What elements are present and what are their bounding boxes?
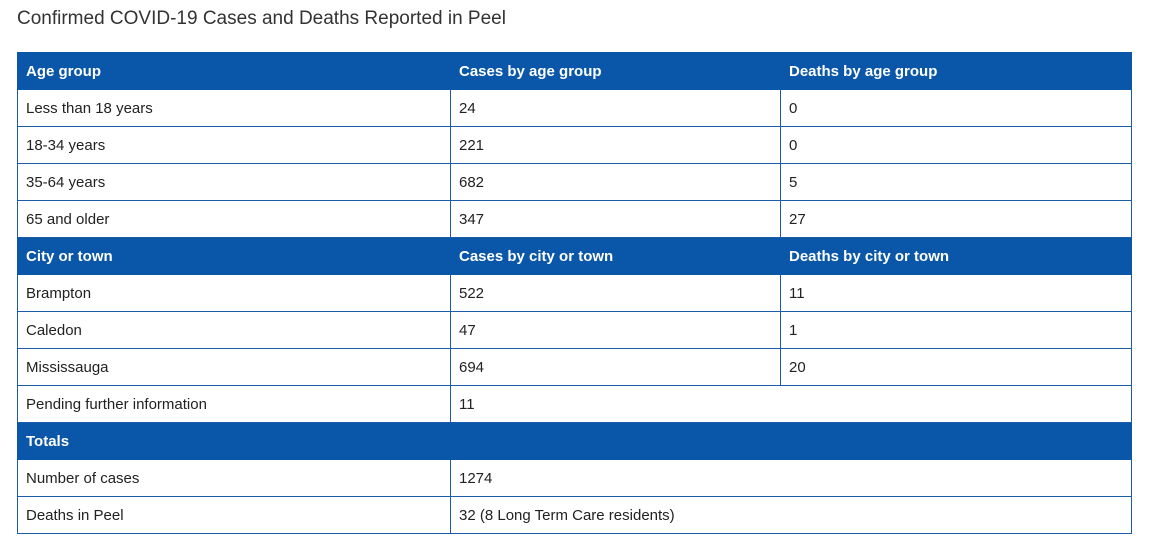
deaths-by-city-header: Deaths by city or town xyxy=(780,237,1132,275)
cases-cell: 694 xyxy=(450,348,781,386)
table-row: 65 and older 347 27 xyxy=(17,200,1132,238)
city-header: City or town xyxy=(17,237,451,275)
city-cell: Caledon xyxy=(17,311,451,349)
cases-cell: 24 xyxy=(450,89,781,127)
age-group-cell: 18-34 years xyxy=(17,126,451,164)
cases-cell: 347 xyxy=(450,200,781,238)
deaths-cell: 5 xyxy=(780,163,1132,201)
city-cell: Mississauga xyxy=(17,348,451,386)
covid-cases-table: Age group Cases by age group Deaths by a… xyxy=(17,52,1132,534)
totals-header-row: Totals xyxy=(17,422,1132,460)
pending-label-cell: Pending further information xyxy=(17,385,451,423)
cases-cell: 522 xyxy=(450,274,781,312)
deaths-cell: 20 xyxy=(780,348,1132,386)
totals-label-cell: Number of cases xyxy=(17,459,451,497)
city-cell: Brampton xyxy=(17,274,451,312)
pending-row: Pending further information 11 xyxy=(17,385,1132,423)
table-row: Caledon 47 1 xyxy=(17,311,1132,349)
totals-label-cell: Deaths in Peel xyxy=(17,496,451,534)
deaths-cell: 27 xyxy=(780,200,1132,238)
age-group-cell: 65 and older xyxy=(17,200,451,238)
deaths-cell: 0 xyxy=(780,126,1132,164)
deaths-by-age-header: Deaths by age group xyxy=(780,52,1132,90)
table-row: 18-34 years 221 0 xyxy=(17,126,1132,164)
totals-value-cell: 1274 xyxy=(450,459,1132,497)
age-group-header-row: Age group Cases by age group Deaths by a… xyxy=(17,52,1132,90)
table-row: Brampton 522 11 xyxy=(17,274,1132,312)
age-group-cell: Less than 18 years xyxy=(17,89,451,127)
pending-value-cell: 11 xyxy=(450,385,1132,423)
deaths-cell: 11 xyxy=(780,274,1132,312)
table-row: Number of cases 1274 xyxy=(17,459,1132,497)
table-row: Mississauga 694 20 xyxy=(17,348,1132,386)
cases-cell: 221 xyxy=(450,126,781,164)
totals-header: Totals xyxy=(17,422,1132,460)
table-row: 35-64 years 682 5 xyxy=(17,163,1132,201)
city-header-row: City or town Cases by city or town Death… xyxy=(17,237,1132,275)
cases-cell: 47 xyxy=(450,311,781,349)
age-group-cell: 35-64 years xyxy=(17,163,451,201)
table-row: Deaths in Peel 32 (8 Long Term Care resi… xyxy=(17,496,1132,534)
cases-cell: 682 xyxy=(450,163,781,201)
cases-by-city-header: Cases by city or town xyxy=(450,237,781,275)
totals-value-cell: 32 (8 Long Term Care residents) xyxy=(450,496,1132,534)
deaths-cell: 1 xyxy=(780,311,1132,349)
page-title: Confirmed COVID-19 Cases and Deaths Repo… xyxy=(17,8,506,29)
cases-by-age-header: Cases by age group xyxy=(450,52,781,90)
deaths-cell: 0 xyxy=(780,89,1132,127)
age-group-header: Age group xyxy=(17,52,451,90)
table-row: Less than 18 years 24 0 xyxy=(17,89,1132,127)
